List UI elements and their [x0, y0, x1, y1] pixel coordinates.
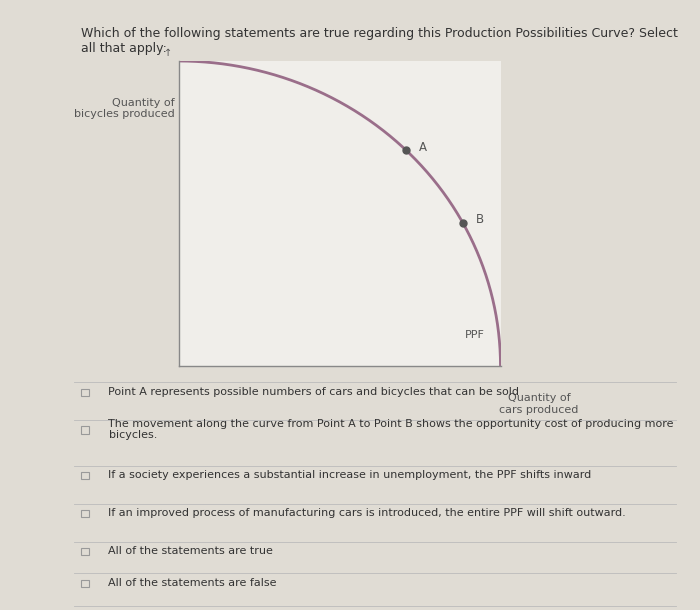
Text: If an improved process of manufacturing cars is introduced, the entire PPF will : If an improved process of manufacturing …	[108, 508, 626, 518]
Text: All of the statements are false: All of the statements are false	[108, 578, 277, 587]
Text: All of the statements are true: All of the statements are true	[108, 546, 274, 556]
Text: Point A represents possible numbers of cars and bicycles that can be sold: Point A represents possible numbers of c…	[108, 387, 519, 396]
Text: B: B	[476, 214, 484, 226]
Text: Quantity of
cars produced: Quantity of cars produced	[499, 393, 579, 415]
Text: If a society experiences a substantial increase in unemployment, the PPF shifts : If a society experiences a substantial i…	[108, 470, 592, 480]
Text: Which of the following statements are true regarding this Production Possibiliti: Which of the following statements are tr…	[81, 27, 678, 54]
Text: A: A	[419, 141, 427, 154]
Text: ↑: ↑	[164, 48, 172, 58]
Text: Quantity of
bicycles produced: Quantity of bicycles produced	[74, 98, 175, 119]
Text: PPF: PPF	[465, 331, 485, 340]
Text: The movement along the curve from Point A to Point B shows the opportunity cost : The movement along the curve from Point …	[108, 418, 674, 440]
